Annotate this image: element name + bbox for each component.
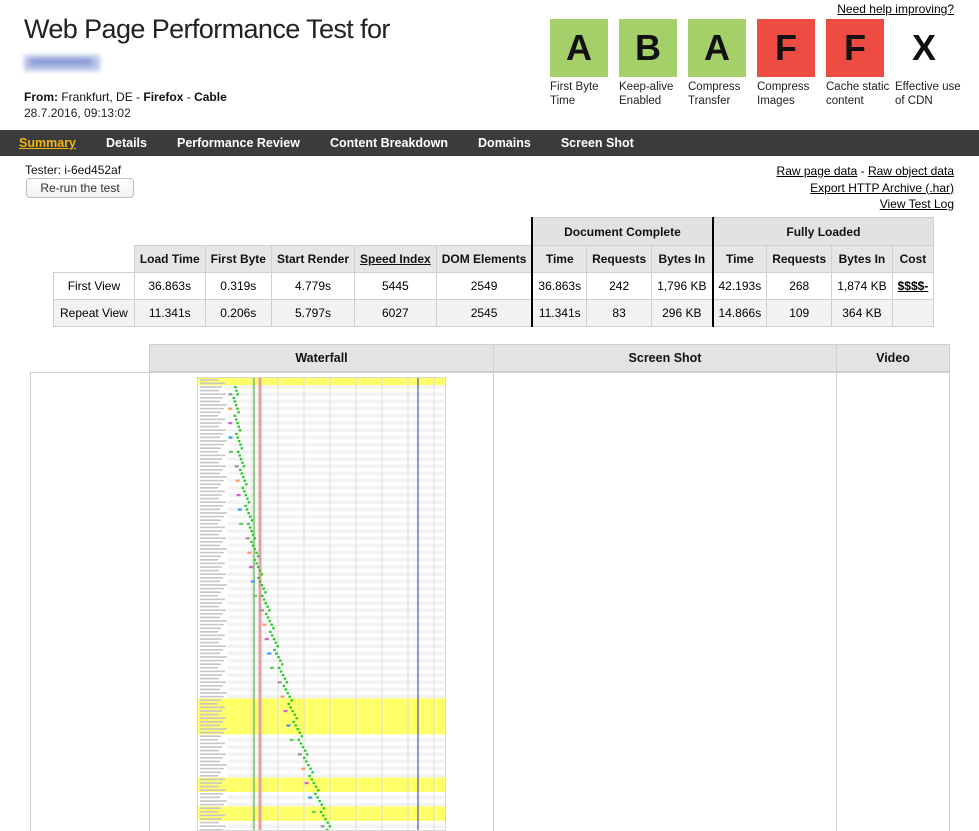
raw-page-data-link[interactable]: Raw page data — [776, 164, 858, 178]
tab-summary[interactable]: Summary — [19, 136, 76, 150]
col-full-requests: Requests — [766, 245, 833, 273]
cell: 42.193s — [711, 272, 768, 300]
tested-url-blurred[interactable] — [24, 55, 100, 71]
cell: 0.206s — [204, 299, 272, 327]
grade-label: Compress Transfer — [688, 81, 741, 107]
waterfall-chart — [198, 378, 445, 830]
cell: 83 — [586, 299, 653, 327]
col-first-byte: First Byte — [204, 245, 272, 273]
row-label: First View — [53, 272, 135, 300]
grade-compress-transfer[interactable]: A Compress Transfer — [688, 19, 756, 108]
grade-label: Effective use of CDN — [895, 81, 961, 107]
col-doc-requests: Requests — [586, 245, 653, 273]
grade-cdn[interactable]: X Effective use of CDN — [895, 19, 963, 108]
page-title: Web Page Performance Test for — [24, 14, 390, 44]
cell: 11.341s — [531, 299, 588, 327]
col-cost: Cost — [891, 245, 935, 273]
raw-object-data-link[interactable]: Raw object data — [867, 164, 954, 178]
group-fully-loaded: Fully Loaded — [711, 217, 935, 246]
cell — [891, 299, 935, 327]
tab-screen-shot[interactable]: Screen Shot — [560, 136, 634, 150]
grade-badge[interactable]: B — [619, 19, 677, 77]
help-improving-link[interactable]: Need help improving? — [837, 2, 954, 16]
col-start-render: Start Render — [270, 245, 356, 273]
grade-badge[interactable]: X — [895, 19, 953, 77]
cell: 109 — [766, 299, 833, 327]
col-dom-elements: DOM Elements — [435, 245, 533, 273]
grade-label: Keep-alive Enabled — [619, 81, 674, 107]
media-table: Waterfall Screen Shot Video — [30, 344, 950, 831]
rerun-test-button[interactable]: Re-run the test — [26, 178, 134, 198]
video-header: Video — [836, 344, 950, 372]
col-doc-time: Time — [531, 245, 588, 273]
grade-badge[interactable]: A — [550, 19, 608, 77]
grade-label: Compress Images — [757, 81, 810, 107]
cell: 2545 — [435, 299, 533, 327]
grade-label: First Byte Time — [550, 81, 599, 107]
cell: 14.866s — [711, 299, 768, 327]
grade-first-byte[interactable]: A First Byte Time — [550, 19, 618, 108]
screenshot-header: Screen Shot — [493, 344, 837, 372]
waterfall-thumbnail[interactable] — [197, 377, 446, 831]
tab-details[interactable]: Details — [105, 136, 147, 150]
test-datetime: 28.7.2016, 09:13:02 — [24, 106, 131, 120]
cell: 36.863s — [531, 272, 588, 300]
cell: 268 — [766, 272, 833, 300]
main-nav: Summary Details Performance Review Conte… — [0, 130, 979, 156]
table-row: Repeat View 11.341s 0.206s 5.797s 6027 2… — [53, 299, 935, 327]
cell: 1,874 KB — [831, 272, 893, 300]
group-document-complete: Document Complete — [531, 217, 714, 246]
cost-link[interactable]: $$$$- — [891, 272, 935, 300]
col-load-time: Load Time — [133, 245, 206, 273]
cell: 364 KB — [831, 299, 893, 327]
grade-compress-images[interactable]: F Compress Images — [757, 19, 825, 108]
cell: 36.863s — [133, 272, 206, 300]
tab-content-breakdown[interactable]: Content Breakdown — [329, 136, 449, 150]
cell: 5445 — [354, 272, 437, 300]
cell: 6027 — [354, 299, 437, 327]
results-table: Document Complete Fully Loaded Load Time… — [53, 217, 935, 327]
tab-performance-review[interactable]: Performance Review — [176, 136, 300, 150]
grade-keep-alive[interactable]: B Keep-alive Enabled — [619, 19, 687, 108]
col-full-time: Time — [711, 245, 768, 273]
cell: 1,796 KB — [651, 272, 713, 300]
test-location-info: From: Frankfurt, DE - Firefox - Cable — [24, 90, 227, 104]
grade-badge[interactable]: F — [826, 19, 884, 77]
cell: 5.797s — [270, 299, 356, 327]
row-label: Repeat View — [53, 299, 135, 327]
export-har-link[interactable]: Export HTTP Archive (.har) — [810, 180, 954, 195]
cell: 11.341s — [133, 299, 206, 327]
waterfall-header: Waterfall — [149, 344, 494, 372]
grade-label: Cache static content — [826, 81, 890, 107]
grade-cache-static[interactable]: F Cache static content — [826, 19, 894, 108]
tab-domains[interactable]: Domains — [478, 136, 531, 150]
col-doc-bytes: Bytes In — [651, 245, 713, 273]
cell: 242 — [586, 272, 653, 300]
cell: 2549 — [435, 272, 533, 300]
cell: 296 KB — [651, 299, 713, 327]
col-speed-index[interactable]: Speed Index — [354, 245, 437, 273]
col-full-bytes: Bytes In — [831, 245, 893, 273]
view-test-log-link[interactable]: View Test Log — [879, 197, 954, 211]
tester-id: Tester: i-6ed452af — [25, 163, 122, 177]
table-row: First View 36.863s 0.319s 4.779s 5445 25… — [53, 272, 935, 300]
grade-badge[interactable]: F — [757, 19, 815, 77]
cell: 0.319s — [204, 272, 272, 300]
data-links: Raw page data - Raw object data Export H… — [776, 164, 954, 211]
grades-panel: A First Byte Time B Keep-alive Enabled A… — [550, 19, 964, 108]
cell: 4.779s — [270, 272, 356, 300]
grade-badge[interactable]: A — [688, 19, 746, 77]
